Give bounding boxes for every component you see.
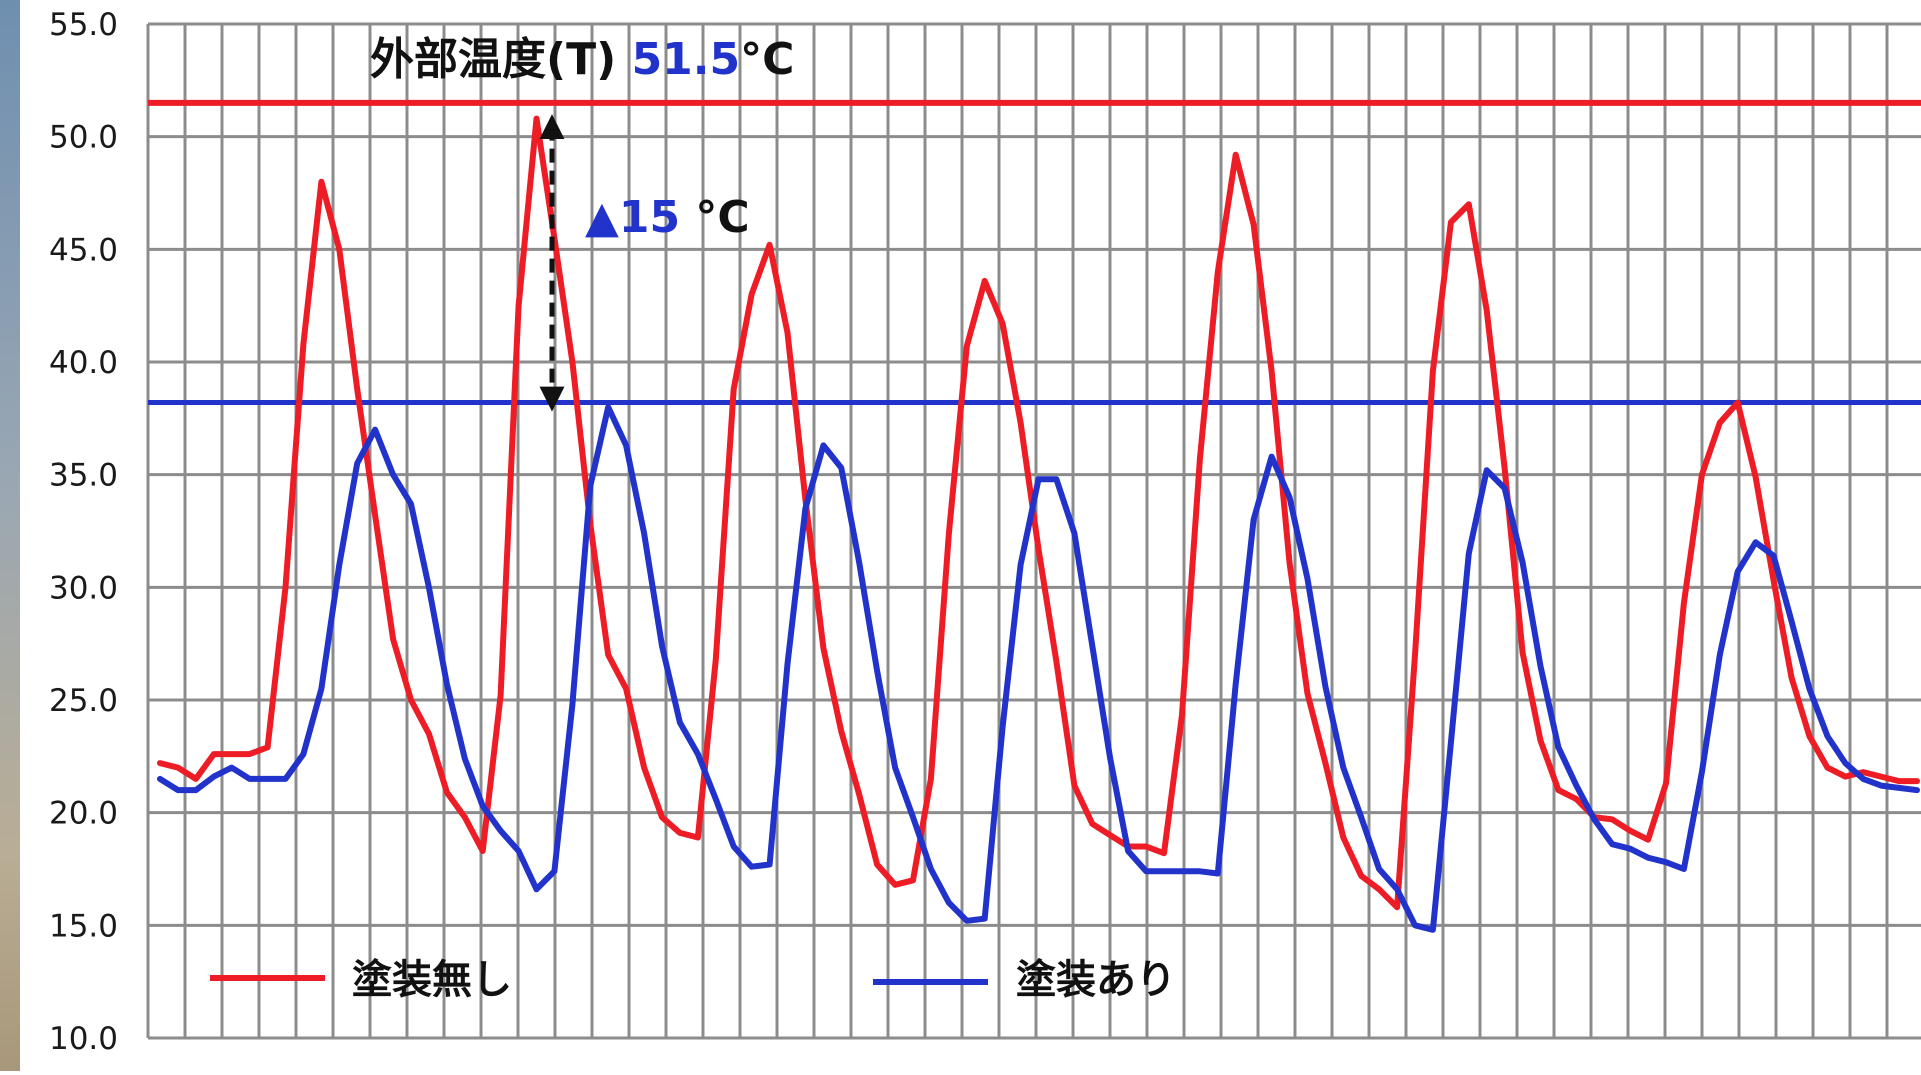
y-tick-label: 10.0 [49, 1021, 118, 1057]
y-tick-label: 35.0 [49, 458, 118, 494]
series-line-uncoated [157, 115, 1920, 911]
difference-marker: ▲ [585, 192, 619, 243]
y-tick-label: 40.0 [49, 345, 118, 381]
y-tick-label: 25.0 [49, 683, 118, 719]
outside-temp-label: 外部温度(T) [370, 34, 632, 85]
outside-temp-annotation: 外部温度(T) 51.5°C [370, 34, 794, 85]
difference-value: 15 [619, 192, 680, 243]
background-photo-edge [0, 0, 20, 1071]
y-tick-label: 50.0 [49, 120, 118, 156]
y-tick-label: 55.0 [49, 7, 118, 43]
outside-temp-value: 51.5 [632, 34, 741, 85]
outside-temp-unit: °C [740, 34, 794, 85]
y-axis-tick-labels: 10.0 15.0 20.0 25.0 30.0 35.0 40.0 45.0 50.0 55.0 [49, 7, 118, 1057]
difference-unit: °C [680, 192, 750, 243]
series-line-coated [157, 404, 1920, 933]
y-tick-label: 30.0 [49, 570, 118, 606]
series-lines [157, 115, 1920, 933]
y-tick-label: 15.0 [49, 908, 118, 944]
legend-label-coated: 塗装あり [1016, 957, 1176, 1003]
annotations: 外部温度(T) 51.5°C ▲15 °C [370, 34, 794, 412]
reference-lines [148, 99, 1921, 406]
legend: 塗装無し 塗装あり [210, 957, 1176, 1003]
y-tick-label: 45.0 [49, 232, 118, 268]
grid [146, 22, 1921, 1040]
legend-label-uncoated: 塗装無し [352, 957, 512, 1003]
difference-annotation: ▲15 °C [585, 192, 750, 243]
y-tick-label: 20.0 [49, 796, 118, 832]
